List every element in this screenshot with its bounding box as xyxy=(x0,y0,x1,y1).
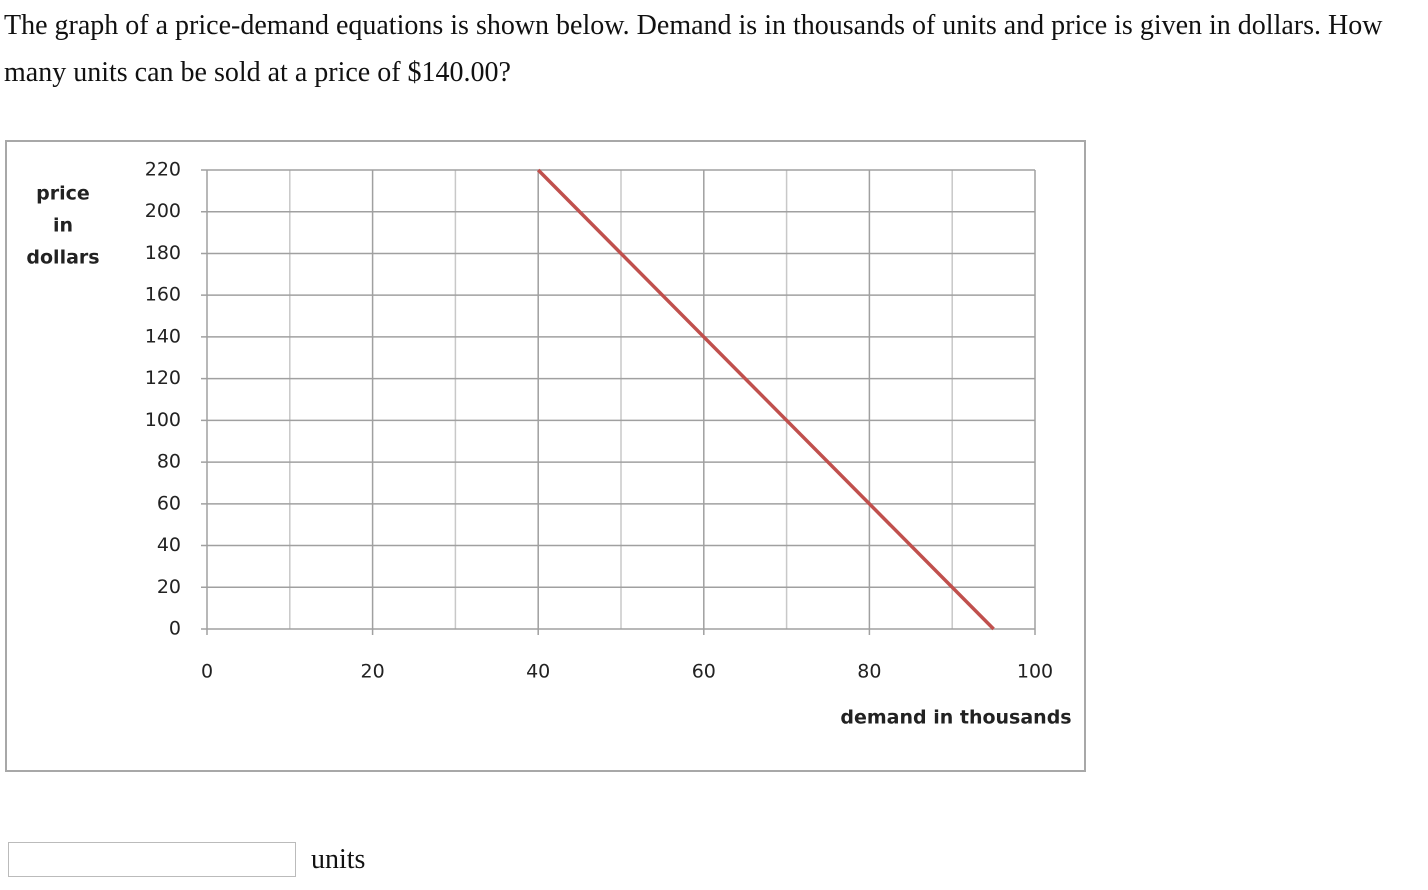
y-axis-label: dollars xyxy=(26,247,99,269)
y-axis-label: in xyxy=(53,215,73,237)
chart-frame xyxy=(5,140,1086,772)
x-axis-label: demand in thousands xyxy=(840,707,1071,729)
y-tick-label: 80 xyxy=(157,451,181,473)
y-tick-label: 60 xyxy=(157,492,181,514)
x-tick-label: 100 xyxy=(1017,661,1053,683)
y-tick-label: 200 xyxy=(145,200,181,222)
chart: 0 20 40 60 80 100 120 140 160 180 200 220 0 20 40 60 80 1… xyxy=(5,140,1086,772)
y-tick-label: 140 xyxy=(145,325,181,347)
y-tick-label: 40 xyxy=(157,534,181,556)
demand-line xyxy=(536,168,995,631)
y-tick-label: 180 xyxy=(145,242,181,264)
question: The graph of a price-demand equations is… xyxy=(4,10,1383,88)
y-axis-label: price xyxy=(36,183,90,205)
answer-input[interactable] xyxy=(8,842,296,877)
y-tick-label: 20 xyxy=(157,576,181,598)
x-tick-label: 60 xyxy=(692,661,716,683)
y-tick-label: 100 xyxy=(145,409,181,431)
y-tick-label: 0 xyxy=(169,618,181,640)
answer-unit: units xyxy=(311,844,366,875)
x-tick-label: 40 xyxy=(526,661,550,683)
y-tick-label: 120 xyxy=(145,367,181,389)
y-tick-label: 160 xyxy=(145,284,181,306)
x-tick-label: 0 xyxy=(201,661,213,683)
y-tick-label: 220 xyxy=(145,159,181,181)
x-tick-label: 20 xyxy=(361,661,385,683)
x-tick-label: 80 xyxy=(857,661,881,683)
